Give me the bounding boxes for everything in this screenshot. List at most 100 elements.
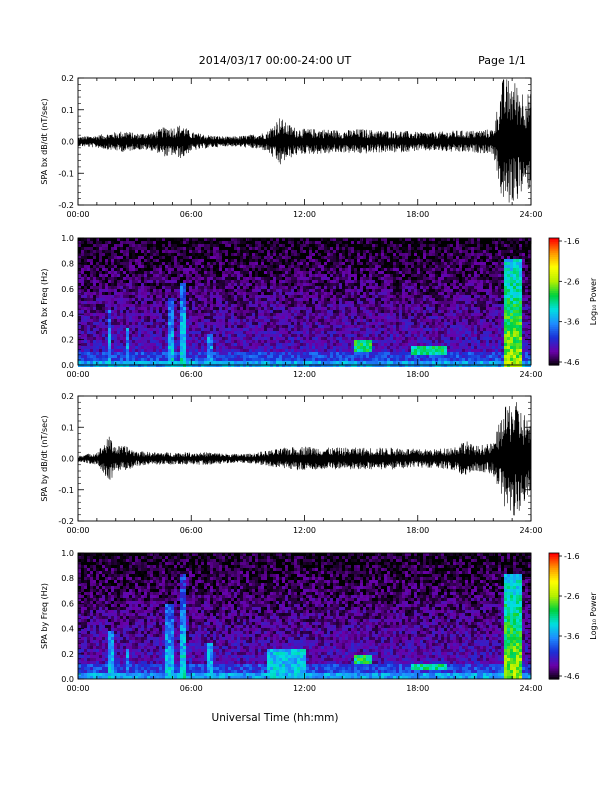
x-tick-label: 00:00 — [66, 370, 89, 379]
colorbar-swatch — [549, 576, 559, 579]
colorbar-swatch — [549, 592, 559, 596]
x-axis-title: Universal Time (hh:mm) — [212, 712, 339, 724]
colorbar-swatch — [549, 356, 559, 360]
y-tick-label: 1.0 — [61, 234, 74, 243]
colorbar-swatch — [549, 309, 559, 313]
colorbar-swatch — [549, 358, 559, 362]
colorbar-label: Log₁₀ Power — [589, 277, 598, 325]
colorbar-swatch — [549, 567, 559, 571]
x-tick-label: 06:00 — [180, 210, 203, 219]
colorbar-swatch — [549, 639, 559, 642]
colorbar-swatch — [549, 672, 559, 676]
colorbar-swatch — [549, 676, 559, 680]
colorbar-swatch — [549, 649, 559, 653]
colorbar-swatch — [549, 616, 559, 619]
y-tick-label: -0.1 — [58, 486, 74, 495]
y-tick-label: 0.0 — [61, 361, 74, 370]
colorbar-swatch — [549, 557, 559, 560]
colorbar-swatch — [549, 611, 559, 615]
colorbar-swatch — [549, 343, 559, 347]
colorbar-swatch — [549, 297, 559, 300]
colorbar-swatch — [549, 257, 559, 260]
y-tick-label: -0.1 — [58, 169, 74, 178]
colorbar-swatch — [549, 307, 559, 311]
colorbar-swatch — [549, 252, 559, 256]
colorbar-swatch — [549, 666, 559, 670]
colorbar-swatch — [549, 668, 559, 672]
colorbar-swatch — [549, 352, 559, 356]
colorbar-label: Log₁₀ Power — [589, 592, 598, 640]
colorbar-swatch — [549, 590, 559, 594]
x-tick-label: 18:00 — [406, 526, 429, 535]
colorbar-swatch — [549, 634, 559, 638]
colorbar-swatch — [549, 565, 559, 569]
y-axis-label: SPA bx dB/dt (nT/sec) — [40, 98, 49, 184]
colorbar-2: -1.6 -2.6 -3.6 -4.6 Log₁₀ Power — [548, 237, 598, 367]
colorbar-swatch — [549, 582, 559, 586]
colorbar-tick-label: -4.6 — [564, 672, 580, 681]
x-tick-label: 00:00 — [66, 526, 89, 535]
colorbar-swatch — [549, 276, 559, 279]
header: 2014/03/17 00:00-24:00 UT Page 1/1 — [199, 54, 526, 67]
panel-1: 0.2 0.1 0.0 -0.1 -0.2 SPA bx dB/dt (nT/sec) 00… — [40, 74, 543, 219]
colorbar-swatch — [549, 645, 559, 649]
page-indicator: Page 1/1 — [478, 54, 526, 67]
colorbar-swatch — [549, 632, 559, 636]
colorbar-swatch — [549, 244, 559, 248]
y-axis-label: SPA bx Freq (Hz) — [40, 269, 49, 335]
colorbar-swatch — [549, 299, 559, 303]
colorbar-swatch — [549, 263, 559, 267]
colorbar-swatch — [549, 248, 559, 252]
colorbar-swatch — [549, 641, 559, 644]
colorbar-swatch — [549, 559, 559, 562]
x-tick-label: 18:00 — [406, 210, 429, 219]
colorbar-swatch — [549, 660, 559, 663]
colorbar-swatch — [549, 674, 559, 678]
colorbar-swatch — [549, 339, 559, 343]
plot-title: 2014/03/17 00:00-24:00 UT — [199, 54, 352, 67]
colorbar-swatch — [549, 569, 559, 573]
colorbar-swatch — [549, 305, 559, 309]
colorbar-swatch — [549, 250, 559, 254]
colorbar-swatch — [549, 561, 559, 565]
x-tick-label: 12:00 — [293, 210, 316, 219]
colorbar-swatch — [549, 320, 559, 324]
colorbar-swatch — [549, 322, 559, 326]
colorbar-swatch — [549, 288, 559, 292]
colorbar-swatch — [549, 599, 559, 602]
colorbar-swatch — [549, 563, 559, 567]
y-tick-label: 0.4 — [61, 625, 74, 634]
colorbar-swatch — [549, 271, 559, 275]
colorbar-swatch — [549, 261, 559, 264]
colorbar-swatch — [549, 318, 559, 322]
colorbar-swatch — [549, 354, 559, 358]
colorbar-swatch — [549, 362, 559, 366]
y-tick-label: 0.4 — [61, 310, 74, 319]
colorbar-tick-label: -1.6 — [564, 237, 580, 246]
x-tick-label: 00:00 — [66, 684, 89, 693]
panels: 0.2 0.1 0.0 -0.1 -0.2 SPA bx dB/dt (nT/sec) 00… — [40, 74, 543, 693]
colorbar-swatch — [549, 664, 559, 667]
x-tick-label: 12:00 — [293, 526, 316, 535]
colorbar-swatch — [549, 360, 559, 364]
colorbar-swatch — [549, 584, 559, 588]
panel-4: 1.0 0.8 0.6 0.4 0.2 0.0 SPA by Freq (Hz) 00:00 0… — [40, 549, 543, 693]
colorbar-swatch — [549, 335, 559, 339]
y-tick-label: -0.2 — [58, 517, 74, 526]
colorbar-swatch — [549, 580, 559, 583]
x-tick-label: 12:00 — [293, 684, 316, 693]
colorbar-swatch — [549, 240, 559, 243]
colorbar-swatch — [549, 622, 559, 625]
colorbar-swatch — [549, 303, 559, 307]
colorbar-swatch — [549, 571, 559, 575]
waveform-trace — [77, 402, 532, 516]
y-axis-label: SPA by dB/dt (nT/sec) — [40, 415, 49, 501]
colorbar-swatch — [549, 301, 559, 305]
y-axis-label: SPA by Freq (Hz) — [40, 583, 49, 649]
x-tick-label: 12:00 — [293, 370, 316, 379]
colorbar-frame — [548, 552, 560, 680]
y-tick-label: 0.1 — [61, 106, 74, 115]
colorbar-swatch — [549, 574, 559, 577]
y-tick-label: 0.0 — [61, 138, 74, 147]
